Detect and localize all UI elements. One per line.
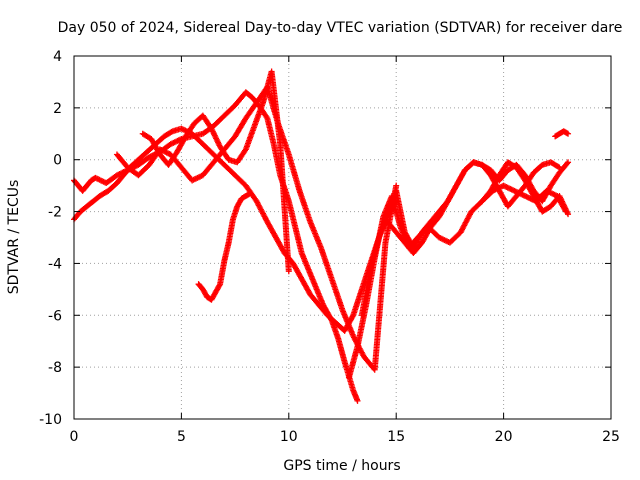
data-points bbox=[71, 68, 572, 404]
data-point bbox=[555, 163, 562, 170]
x-axis-label: GPS time / hours bbox=[283, 458, 400, 474]
y-tick-label: 4 bbox=[53, 49, 62, 65]
y-tick-label: -6 bbox=[48, 308, 62, 324]
data-point bbox=[565, 159, 572, 166]
x-tick-label: 5 bbox=[177, 429, 186, 445]
data-point bbox=[393, 182, 400, 189]
x-tick-label: 20 bbox=[495, 429, 513, 445]
data-point bbox=[216, 282, 223, 289]
data-point bbox=[556, 164, 563, 171]
data-point bbox=[285, 268, 292, 275]
y-tick-label: 2 bbox=[53, 101, 62, 117]
chart-title: Day 050 of 2024, Sidereal Day-to-day VTE… bbox=[58, 20, 623, 36]
data-point bbox=[349, 313, 356, 320]
axis-ticks: 0 5 10 15 20 25 -10 -8 -6 -4 -2 0 2 4 bbox=[39, 49, 620, 445]
data-point bbox=[263, 113, 270, 120]
y-tick-label: -4 bbox=[48, 256, 62, 272]
plot-frame bbox=[73, 55, 612, 420]
data-point bbox=[168, 128, 175, 135]
data-point bbox=[565, 211, 572, 218]
series-track-d bbox=[139, 68, 292, 275]
data-point bbox=[565, 130, 572, 137]
data-point bbox=[354, 397, 361, 404]
y-tick-label: 0 bbox=[53, 153, 62, 169]
y-tick-label: -10 bbox=[39, 412, 62, 428]
data-point bbox=[564, 160, 571, 167]
x-tick-label: 10 bbox=[280, 429, 298, 445]
series-track-j bbox=[552, 128, 572, 140]
y-tick-label: -2 bbox=[48, 205, 62, 221]
x-tick-label: 25 bbox=[602, 429, 620, 445]
x-tick-label: 15 bbox=[387, 429, 405, 445]
series-track-e bbox=[195, 190, 254, 303]
x-tick-label: 0 bbox=[70, 429, 79, 445]
y-axis-label: SDTVAR / TECUs bbox=[6, 180, 22, 295]
y-tick-label: -8 bbox=[48, 360, 62, 376]
data-point bbox=[247, 190, 254, 197]
series-track-i bbox=[479, 159, 572, 218]
